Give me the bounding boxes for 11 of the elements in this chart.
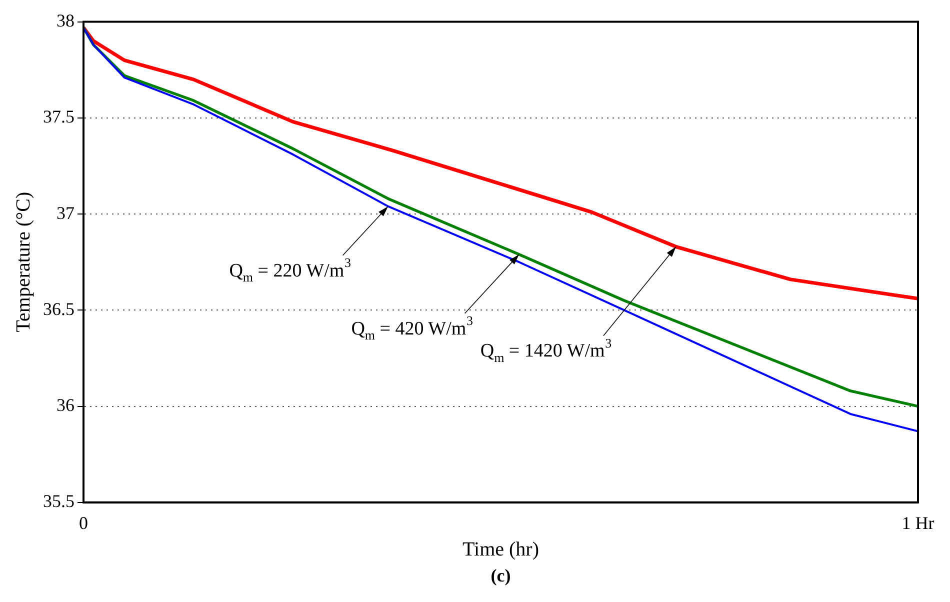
y-tick-label: 36 [56,395,74,416]
x-axis-title: Time (hr) [462,538,539,560]
y-tick-label: 38 [56,10,74,31]
y-tick-label: 35.5 [43,491,74,512]
y-tick-label: 36.5 [43,298,74,319]
y-tick-label: 37.5 [43,106,74,127]
y-tick-label: 37 [56,202,74,223]
x-tick-label: 1 Hr [902,512,934,533]
x-tick-label: 0 [79,512,88,533]
y-axis-title: Temperature (°C) [12,192,34,332]
text: (c) [490,566,511,586]
